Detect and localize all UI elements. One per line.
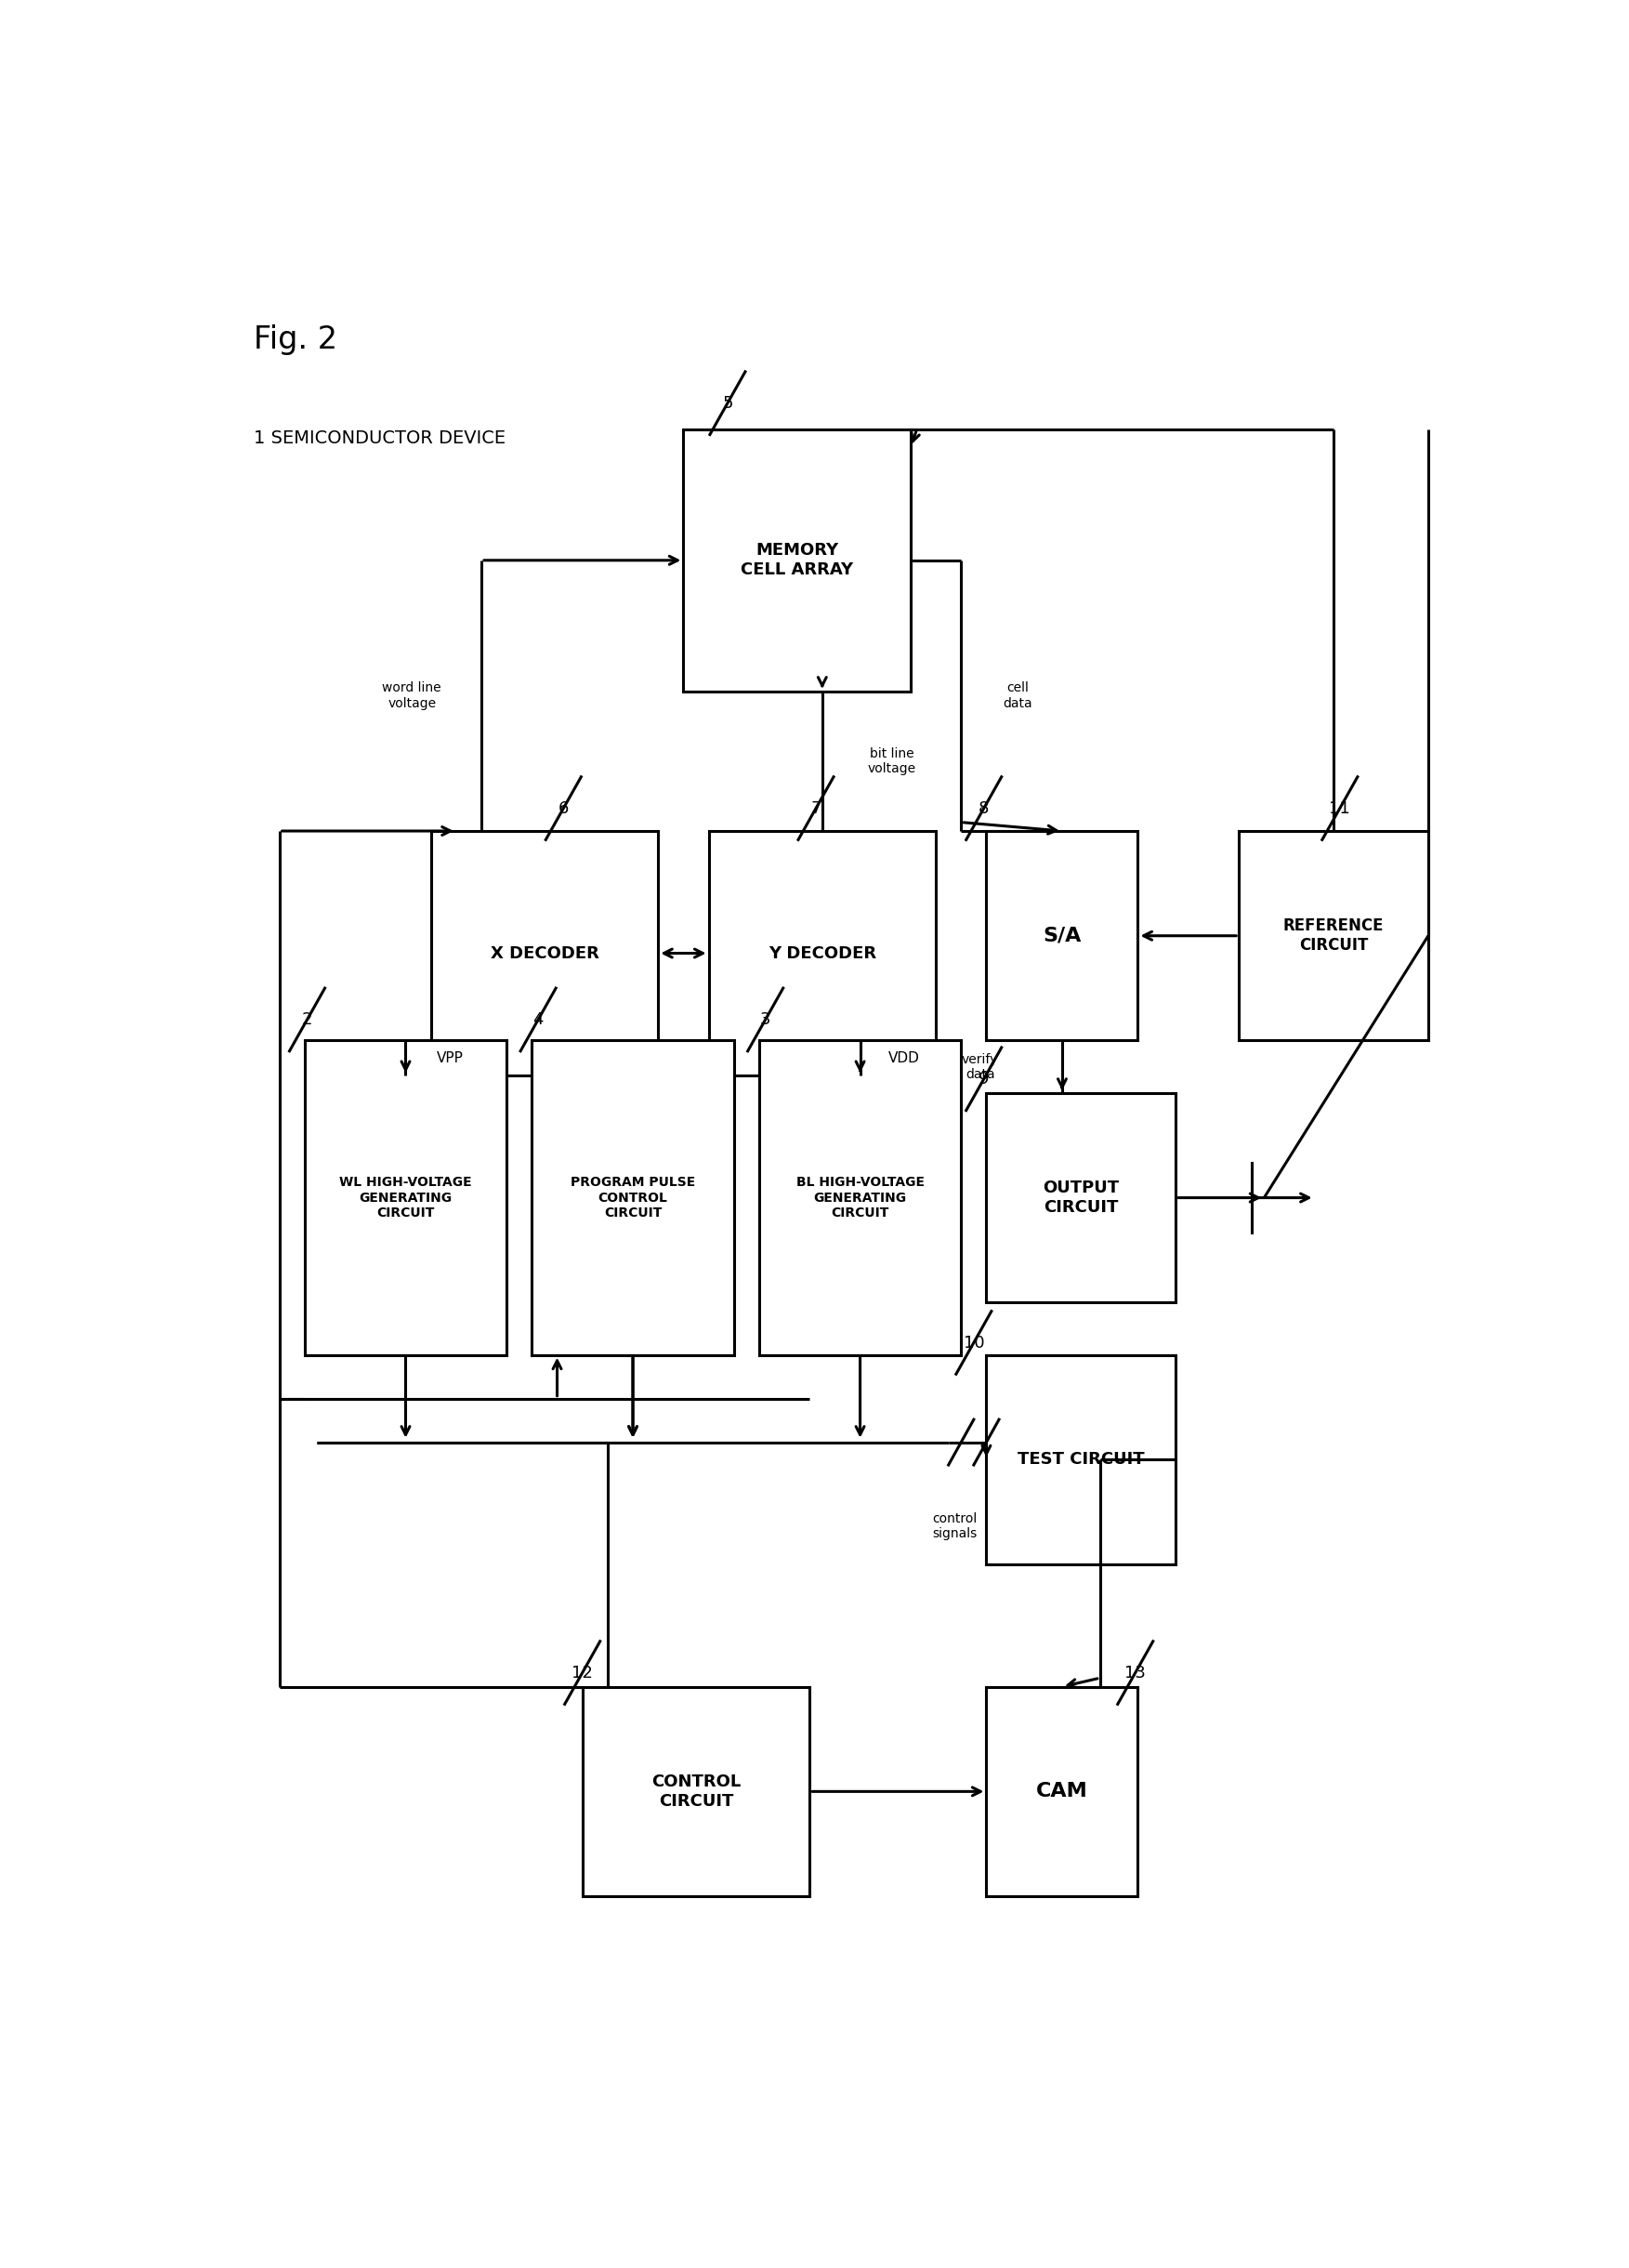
Text: Y DECODER: Y DECODER xyxy=(769,946,876,962)
Bar xyxy=(430,830,658,1075)
Bar xyxy=(986,1093,1176,1302)
Text: X DECODER: X DECODER xyxy=(490,946,599,962)
Text: Fig. 2: Fig. 2 xyxy=(254,324,337,356)
Bar xyxy=(986,1354,1176,1565)
Text: CAM: CAM xyxy=(1036,1783,1088,1801)
Bar xyxy=(684,429,911,692)
Bar xyxy=(986,830,1137,1041)
Text: TEST CIRCUIT: TEST CIRCUIT xyxy=(1018,1452,1145,1467)
Text: S/A: S/A xyxy=(1043,928,1082,946)
Bar xyxy=(531,1041,733,1354)
Text: bit line
voltage: bit line voltage xyxy=(868,746,915,776)
Text: 9: 9 xyxy=(979,1070,989,1086)
Text: VDD: VDD xyxy=(888,1050,920,1066)
Text: REFERENCE
CIRCUIT: REFERENCE CIRCUIT xyxy=(1284,919,1385,955)
Bar xyxy=(709,830,935,1075)
Text: 6: 6 xyxy=(559,801,569,816)
Text: OUTPUT
CIRCUIT: OUTPUT CIRCUIT xyxy=(1043,1179,1119,1216)
Text: 4: 4 xyxy=(533,1012,544,1027)
Text: 3: 3 xyxy=(761,1012,771,1027)
Text: 8: 8 xyxy=(979,801,989,816)
Bar xyxy=(305,1041,507,1354)
Bar xyxy=(583,1687,810,1896)
Bar xyxy=(1238,830,1429,1041)
Text: 11: 11 xyxy=(1329,801,1350,816)
Text: 10: 10 xyxy=(963,1334,984,1352)
Text: VPP: VPP xyxy=(437,1050,463,1066)
Text: 13: 13 xyxy=(1124,1665,1145,1681)
Text: MEMORY
CELL ARRAY: MEMORY CELL ARRAY xyxy=(741,542,854,578)
Text: control
signals: control signals xyxy=(932,1513,977,1540)
Bar xyxy=(759,1041,961,1354)
Text: PROGRAM PULSE
CONTROL
CIRCUIT: PROGRAM PULSE CONTROL CIRCUIT xyxy=(570,1177,696,1220)
Text: CONTROL
CIRCUIT: CONTROL CIRCUIT xyxy=(652,1774,741,1810)
Text: BL HIGH-VOLTAGE
GENERATING
CIRCUIT: BL HIGH-VOLTAGE GENERATING CIRCUIT xyxy=(797,1177,924,1220)
Text: verify
data: verify data xyxy=(961,1052,999,1082)
Text: 1 SEMICONDUCTOR DEVICE: 1 SEMICONDUCTOR DEVICE xyxy=(254,429,507,447)
Text: 12: 12 xyxy=(572,1665,593,1681)
Bar xyxy=(986,1687,1137,1896)
Text: 5: 5 xyxy=(722,395,733,411)
Text: WL HIGH-VOLTAGE
GENERATING
CIRCUIT: WL HIGH-VOLTAGE GENERATING CIRCUIT xyxy=(339,1177,472,1220)
Text: 7: 7 xyxy=(811,801,821,816)
Text: word line
voltage: word line voltage xyxy=(383,683,441,710)
Text: cell
data: cell data xyxy=(1003,683,1033,710)
Text: 2: 2 xyxy=(301,1012,313,1027)
